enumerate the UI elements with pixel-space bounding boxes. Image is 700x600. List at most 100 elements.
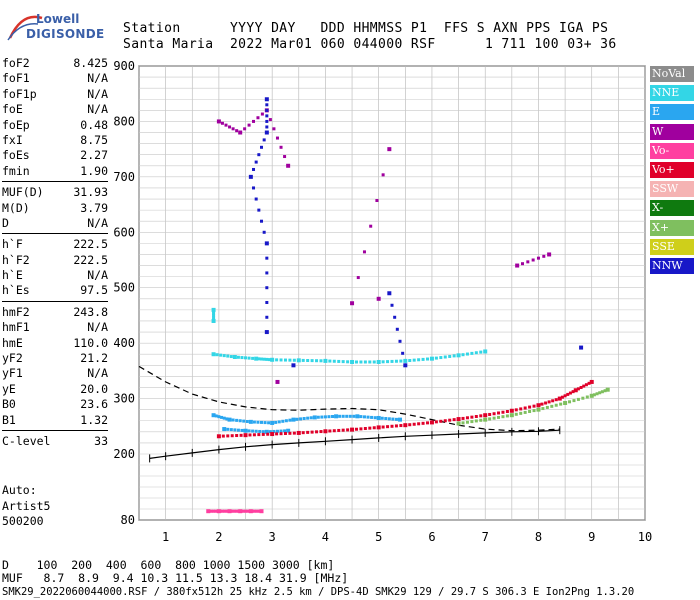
footer-file-info: SMK29_2022060044000.RSF / 380fx512h 25 k…: [2, 586, 634, 598]
data-point: [263, 138, 266, 141]
data-point: [237, 356, 240, 359]
data-point: [470, 420, 473, 423]
data-point: [391, 418, 394, 421]
data-point: [346, 428, 349, 431]
data-point: [579, 346, 583, 350]
data-point: [479, 351, 482, 354]
data-point: [342, 415, 345, 418]
data-point: [493, 417, 496, 420]
data-point: [541, 403, 544, 406]
data-point: [248, 124, 251, 127]
data-point: [285, 419, 288, 422]
data-point: [328, 429, 331, 432]
legend-item: Vo-: [650, 143, 694, 159]
data-point: [226, 434, 229, 437]
data-point: [568, 400, 571, 403]
data-point: [317, 416, 320, 419]
data-point: [572, 399, 575, 402]
data-point: [217, 415, 220, 418]
data-point: [524, 406, 527, 409]
data-point: [235, 434, 238, 437]
data-point: [288, 419, 291, 422]
data-point: [510, 409, 514, 413]
data-point: [256, 116, 259, 119]
y-tick-label: 700: [113, 170, 135, 184]
data-point: [345, 415, 348, 418]
data-point: [320, 416, 323, 419]
ionogram-chart: 1 2 3 4 5 6 7 8 9 1080200300400500600700800900: [0, 0, 700, 560]
data-point: [306, 417, 309, 420]
data-point: [231, 434, 234, 437]
y-tick-label: 80: [121, 513, 135, 527]
data-point: [265, 109, 268, 112]
data-point: [363, 250, 366, 253]
data-point: [586, 396, 589, 399]
data-point: [526, 260, 529, 263]
data-point: [426, 358, 429, 361]
data-point: [342, 429, 345, 432]
data-point: [265, 131, 269, 135]
data-point: [319, 359, 322, 362]
data-point: [240, 429, 243, 432]
data-point: [457, 417, 461, 421]
data-point: [352, 415, 355, 418]
legend-item: E: [650, 104, 694, 120]
data-point: [260, 358, 263, 361]
data-point: [582, 385, 585, 388]
data-point: [263, 231, 266, 234]
data-point: [278, 420, 281, 423]
data-point: [350, 360, 354, 364]
data-point: [215, 414, 218, 417]
data-point: [274, 421, 277, 424]
data-point: [395, 418, 398, 421]
data-point: [257, 209, 260, 212]
data-point: [561, 396, 564, 399]
data-point: [395, 424, 398, 427]
data-point: [217, 119, 221, 123]
data-point: [596, 392, 599, 395]
data-point: [270, 432, 274, 436]
data-point: [280, 430, 283, 433]
data-point: [403, 359, 407, 363]
data-point: [369, 225, 372, 228]
data-point: [258, 430, 261, 433]
data-point: [258, 510, 261, 513]
data-point: [391, 360, 394, 363]
data-point: [346, 360, 349, 363]
data-point: [238, 131, 242, 135]
data-point: [216, 353, 219, 356]
data-point: [439, 356, 442, 359]
data-point: [260, 421, 263, 424]
data-point: [323, 359, 327, 363]
data-point: [248, 433, 251, 436]
data-point: [276, 430, 279, 433]
data-point: [536, 408, 540, 412]
data-point: [357, 276, 360, 279]
data-point: [235, 419, 238, 422]
data-point: [244, 433, 248, 437]
data-point: [293, 359, 296, 362]
data-point: [244, 429, 248, 433]
data-point: [367, 416, 370, 419]
legend-item: Vo+: [650, 162, 694, 178]
data-point: [265, 286, 268, 289]
data-point: [555, 404, 558, 407]
data-point: [242, 420, 245, 423]
data-point: [368, 427, 371, 430]
data-point: [387, 147, 391, 151]
data-point: [284, 359, 287, 362]
data-point: [532, 259, 535, 262]
data-point: [257, 433, 260, 436]
data-point: [230, 355, 233, 358]
data-point: [581, 397, 584, 400]
data-point: [275, 432, 278, 435]
data-point: [453, 418, 456, 421]
data-point: [580, 386, 583, 389]
data-point: [291, 363, 295, 367]
data-point: [488, 417, 491, 420]
data-point: [462, 353, 465, 356]
data-point: [370, 416, 373, 419]
data-point: [506, 414, 509, 417]
data-point: [519, 407, 522, 410]
data-point: [510, 413, 514, 417]
